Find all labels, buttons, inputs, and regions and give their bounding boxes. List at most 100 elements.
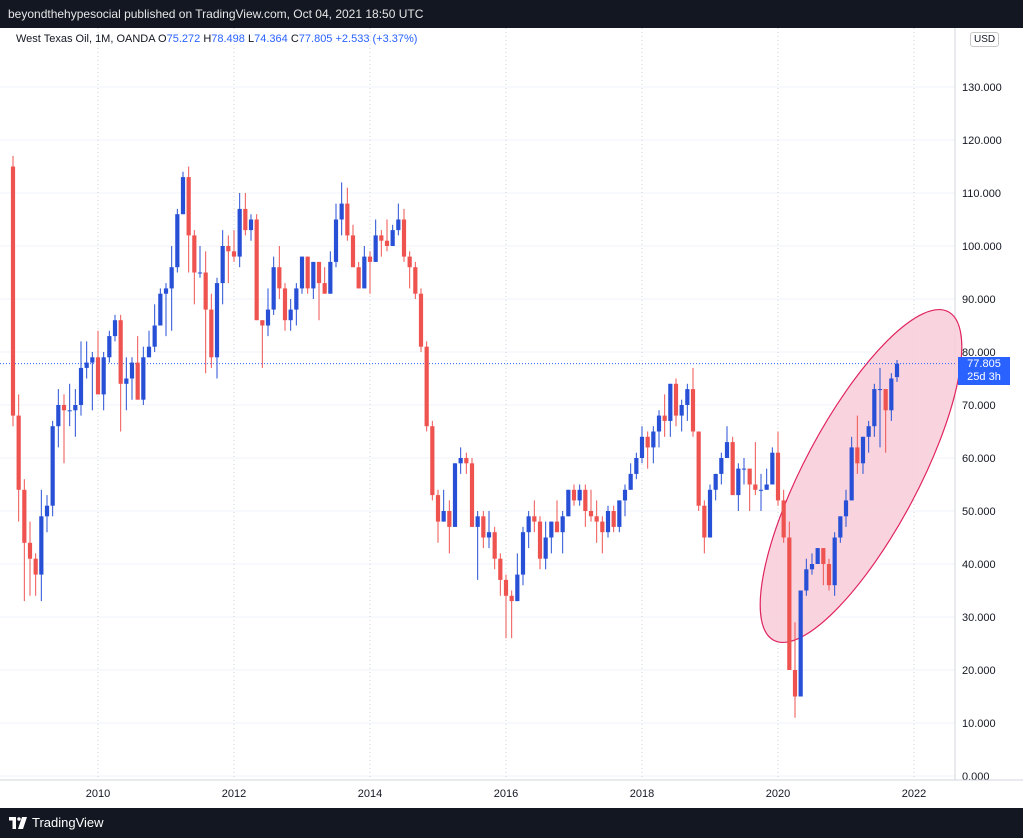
chart-area[interactable]: 0.000 10.000 20.000 30.000 40.000 50.000 60.00… (0, 28, 1023, 808)
x-tick-label: 2014 (358, 788, 382, 800)
candle-up (634, 458, 639, 474)
candle-down (662, 415, 667, 421)
candle-down (792, 670, 798, 697)
candle-down (594, 516, 599, 522)
candle-down (367, 256, 373, 262)
candle-up (311, 261, 316, 289)
candle-down (226, 246, 231, 252)
candle-up (724, 442, 730, 458)
published-text: beyondthehypesocial published on Trading… (8, 7, 424, 21)
candle-up (866, 426, 871, 437)
y-tick-label: 130.000 (962, 82, 1002, 94)
candle-down (260, 320, 265, 326)
candle-up (566, 489, 571, 517)
candle-down (571, 489, 577, 501)
candle-down (532, 516, 537, 522)
candle-up (299, 256, 305, 289)
candle-up (764, 484, 769, 490)
candle-down (690, 389, 696, 432)
candle-down (16, 415, 21, 490)
candle-down (435, 495, 441, 522)
candlestick-chart[interactable]: 0.000 10.000 20.000 30.000 40.000 50.000 60.00… (0, 28, 1023, 808)
candle-down (537, 521, 543, 559)
candle-up (651, 431, 656, 448)
y-tick-label: 0.000 (962, 771, 990, 783)
candle-down (855, 447, 860, 464)
candle-down (231, 251, 237, 257)
candle-down (883, 389, 888, 411)
candle-up (872, 389, 877, 427)
candle-down (781, 500, 786, 538)
candle-down (696, 431, 701, 506)
brand-name: TradingView (32, 815, 104, 830)
candle-up (175, 214, 180, 268)
published-header: beyondthehypesocial published on Trading… (0, 0, 1023, 28)
close-label: C (290, 33, 299, 45)
y-tick-label: 10.000 (962, 718, 996, 730)
candle-down (27, 542, 33, 559)
candle-up (685, 389, 690, 405)
bar-countdown: 25d 3h (967, 370, 1001, 383)
y-tick-label: 110.000 (962, 188, 1001, 200)
candle-up (475, 516, 480, 527)
candle-up (713, 473, 718, 490)
y-tick-label: 60.000 (962, 453, 996, 465)
x-tick-label: 2020 (766, 788, 790, 800)
candle-up (577, 489, 582, 501)
candle-up (50, 426, 55, 506)
candle-down (611, 511, 616, 527)
candle-down (588, 511, 594, 517)
candle-up (163, 288, 169, 294)
candle-up (248, 219, 254, 231)
candle-down (186, 177, 191, 236)
candle-up (770, 452, 775, 485)
candle-up (288, 309, 293, 321)
candle-down (254, 219, 259, 321)
candle-down (492, 532, 497, 559)
candle-up (877, 389, 883, 391)
currency-button[interactable]: USD (970, 32, 1000, 47)
candle-up (362, 256, 367, 289)
candle-down (447, 511, 452, 527)
candle-down (203, 272, 208, 310)
candle-up (333, 219, 339, 262)
candle-up (798, 590, 803, 697)
candle-down (583, 489, 588, 511)
low-value: 74.364 (254, 33, 288, 45)
y-tick-label: 50.000 (962, 506, 996, 518)
close-value: 77.805 (298, 33, 333, 45)
high-value: 78.498 (211, 33, 245, 45)
candle-up (560, 516, 565, 533)
candle-down (753, 484, 758, 490)
candle-up (758, 489, 764, 491)
candle-down (509, 595, 514, 602)
candle-up (373, 235, 378, 262)
y-tick-label: 30.000 (962, 612, 996, 624)
candle-up (809, 564, 815, 570)
candle-up (180, 177, 186, 215)
candle-up (838, 516, 843, 538)
candle-up (265, 309, 271, 326)
y-tick-label: 40.000 (962, 559, 996, 571)
candle-up (294, 288, 299, 310)
x-tick-label: 2018 (630, 788, 654, 800)
candle-up (894, 363, 900, 378)
candle-down (95, 357, 101, 395)
candle-down (22, 489, 27, 543)
candle-up (339, 203, 344, 220)
candle-down (209, 309, 214, 358)
tradingview-logo-icon[interactable] (9, 817, 27, 829)
candle-up (668, 383, 673, 421)
y-tick-label: 70.000 (962, 400, 996, 412)
candle-up (129, 362, 135, 379)
candle-down (469, 463, 475, 527)
x-tick-label: 2012 (222, 788, 246, 800)
candle-up (107, 336, 112, 358)
candle-up (526, 516, 531, 533)
candle-up (271, 267, 276, 310)
candle-up (860, 436, 866, 464)
candle-up (549, 521, 554, 538)
low-label: L (247, 33, 255, 45)
candle-up (804, 569, 809, 591)
candle-down (554, 521, 560, 533)
